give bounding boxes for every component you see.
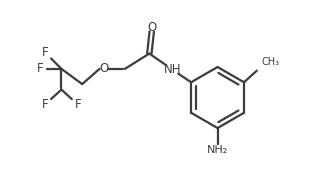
Text: NH₂: NH₂ (207, 145, 228, 155)
Text: O: O (99, 62, 108, 75)
Text: F: F (42, 46, 49, 60)
Text: O: O (147, 21, 156, 34)
Text: CH₃: CH₃ (261, 57, 280, 67)
Text: F: F (37, 62, 44, 75)
Text: F: F (42, 98, 48, 111)
Text: F: F (75, 98, 81, 111)
Text: NH: NH (163, 63, 181, 76)
